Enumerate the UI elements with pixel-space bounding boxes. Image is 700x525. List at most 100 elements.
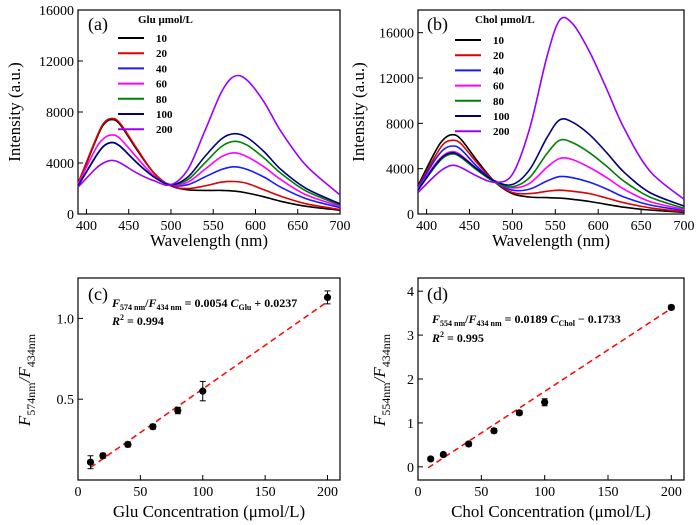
panel-a-ylabel: Intensity (a.u.) <box>5 62 24 162</box>
x-tick-label: 150 <box>598 485 619 500</box>
y-tick-label: 8000 <box>46 106 74 121</box>
legend-label-10: 10 <box>156 33 168 45</box>
x-tick-label: 650 <box>631 219 652 234</box>
panel-d-ylabel: F554nm/F434nm <box>370 333 393 427</box>
panel-d-xlabel: Chol Concentration (μmol/L) <box>451 502 651 521</box>
x-tick-label: 100 <box>192 485 213 500</box>
panel-b-label: (b) <box>427 14 448 35</box>
panel-a: (a) Wavelength (nm) Intensity (a.u.) Glu… <box>5 4 351 250</box>
y-tick-label: 4000 <box>46 157 74 172</box>
panel-d-equation: F554 nm/F434 nm = 0.0189 CChol − 0.1733 <box>431 312 621 328</box>
y-tick-label: 1 <box>407 417 414 432</box>
legend-label-200: 200 <box>493 126 510 138</box>
x-tick-label: 0 <box>75 485 82 500</box>
panel-d-label: (d) <box>427 284 448 305</box>
y-tick-label: 0 <box>407 461 414 476</box>
data-point <box>427 455 435 463</box>
y-tick-label: 1.0 <box>57 312 75 327</box>
y-tick-label: 12000 <box>379 72 414 87</box>
data-point <box>86 458 95 466</box>
x-tick-label: 600 <box>245 219 266 234</box>
series-line-10 <box>77 118 341 211</box>
x-tick-label: 150 <box>255 485 276 500</box>
x-tick-label: 550 <box>545 219 566 234</box>
y-tick-label: 0 <box>67 208 74 223</box>
legend-label-20: 20 <box>156 48 168 60</box>
series-line-20 <box>77 117 341 211</box>
legend-label-80: 80 <box>493 96 505 108</box>
x-tick-label: 100 <box>534 485 555 500</box>
y-tick-label: 4 <box>407 285 414 300</box>
panel-b-ylabel: Intensity (a.u.) <box>349 62 368 162</box>
x-tick-label: 650 <box>287 219 308 234</box>
panel-c-frame <box>77 277 341 481</box>
legend-label-20: 20 <box>493 50 505 62</box>
series-line-40 <box>417 145 685 212</box>
legend-label-10: 10 <box>493 35 505 47</box>
panel-c-xlabel: Glu Concentration (μmol/L) <box>113 502 305 521</box>
data-point <box>174 406 182 415</box>
y-tick-label: 0.5 <box>57 393 75 408</box>
data-point <box>439 450 447 459</box>
data-point <box>515 409 523 417</box>
y-tick-label: 8000 <box>386 117 414 132</box>
x-tick-label: 0 <box>415 485 422 500</box>
panel-a-legend-title: Glu μmol/L <box>138 14 193 26</box>
panel-c: (c) Glu Concentration (μmol/L) F574nm/F4… <box>15 277 341 521</box>
series-line-200 <box>77 74 341 196</box>
series-line-200 <box>417 16 685 200</box>
series-line-20 <box>417 139 685 213</box>
fit-line <box>427 307 672 469</box>
data-point <box>199 387 207 395</box>
data-point <box>667 303 675 312</box>
x-tick-label: 500 <box>160 219 181 234</box>
panel-b: (b) Wavelength (nm) Intensity (a.u.) Cho… <box>349 9 695 250</box>
panel-c-r2: R2 = 0.994 <box>111 313 164 328</box>
panel-a-label: (a) <box>88 14 108 35</box>
data-point <box>541 398 549 406</box>
x-tick-label: 200 <box>661 485 682 500</box>
series-line-60 <box>417 150 685 211</box>
panel-d: (d) Chol Concentration (μmol/L) F554nm/F… <box>370 277 685 521</box>
panel-b-legend-title: Chol μmol/L <box>475 14 535 26</box>
x-tick-label: 50 <box>474 485 488 500</box>
x-tick-label: 450 <box>118 219 139 234</box>
y-tick-label: 2 <box>407 373 414 388</box>
y-tick-label: 0 <box>407 208 414 223</box>
data-point <box>490 427 498 435</box>
x-tick-label: 700 <box>330 219 351 234</box>
y-tick-label: 16000 <box>39 4 74 19</box>
y-tick-label: 4000 <box>386 163 414 178</box>
series-line-100 <box>417 118 685 207</box>
data-point <box>124 440 132 449</box>
legend-label-200: 200 <box>156 124 173 136</box>
x-tick-label: 400 <box>76 219 97 234</box>
data-point <box>149 423 157 431</box>
x-tick-label: 200 <box>317 485 338 500</box>
series-line-80 <box>417 138 685 210</box>
series-line-100 <box>77 132 341 205</box>
panel-c-equation: F574 nm/F434 nm = 0.0054 CGlu + 0.0237 <box>111 296 297 312</box>
x-tick-label: 450 <box>459 219 480 234</box>
series-line-60 <box>77 134 341 208</box>
panel-a-frame <box>77 9 341 215</box>
x-tick-label: 700 <box>674 219 695 234</box>
panel-d-frame <box>417 277 685 481</box>
data-point <box>465 440 473 448</box>
panel-d-r2: R2 = 0.995 <box>431 330 484 345</box>
legend-label-80: 80 <box>156 94 168 106</box>
data-point <box>323 293 332 301</box>
panel-c-label: (c) <box>88 284 108 305</box>
x-tick-label: 500 <box>502 219 523 234</box>
series-line-10 <box>417 133 685 214</box>
panel-a-xlabel: Wavelength (nm) <box>150 231 268 250</box>
y-tick-label: 3 <box>407 329 414 344</box>
legend-label-60: 60 <box>493 81 505 93</box>
legend-label-60: 60 <box>156 79 168 91</box>
legend-label-100: 100 <box>156 109 173 121</box>
y-tick-label: 16000 <box>379 27 414 42</box>
panel-c-ylabel: F574nm/F434nm <box>15 333 38 427</box>
panel-b-xlabel: Wavelength (nm) <box>492 231 610 250</box>
x-tick-label: 50 <box>133 485 147 500</box>
